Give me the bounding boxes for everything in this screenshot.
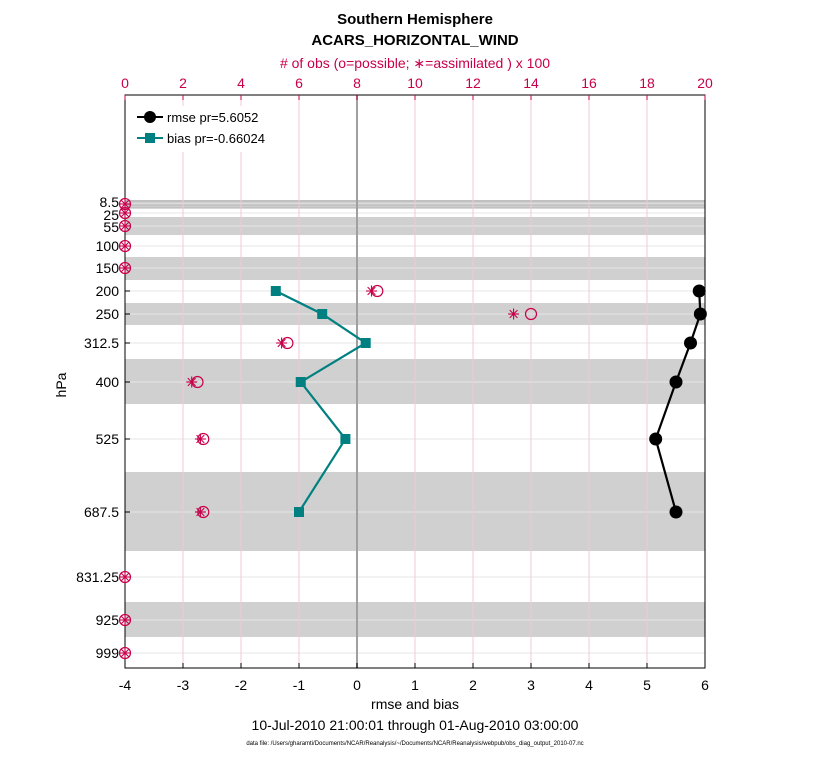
obs-assimilated-marker xyxy=(194,506,206,518)
y-tick-label: 687.5 xyxy=(84,504,119,520)
obs-assimilated-marker xyxy=(119,614,131,626)
bias-point xyxy=(340,434,351,444)
legend: rmse pr=5.6052 bias pr=-0.66024 xyxy=(130,106,290,152)
asterisk-stroke xyxy=(509,309,518,319)
x-tick-label: 3 xyxy=(527,677,535,693)
x-tick-label: 5 xyxy=(643,677,651,693)
asterisk-stroke xyxy=(196,507,205,517)
top-tick-label: 10 xyxy=(407,75,423,91)
legend-rmse-marker xyxy=(144,111,156,123)
y-tick-label: 312.5 xyxy=(84,335,119,351)
asterisk-stroke xyxy=(120,263,130,273)
x-tick-label: 4 xyxy=(585,677,593,693)
x-tick-label: 2 xyxy=(469,677,477,693)
x-tick-label: 6 xyxy=(701,677,709,693)
asterisk-stroke xyxy=(196,434,205,444)
asterisk-stroke xyxy=(120,572,130,582)
chart-title: Southern Hemisphere xyxy=(337,11,493,28)
top-tick-label: 12 xyxy=(465,75,481,91)
data-file-footer: data file: /Users/gharamti/Documents/NCA… xyxy=(246,741,583,747)
rmse-point xyxy=(649,432,663,446)
y-tick-label: 831.25 xyxy=(76,569,119,585)
top-axis-ticks: 0 2 4 6 8 10 12 14 16 18 20 xyxy=(121,75,713,100)
obs-assimilated-marker xyxy=(119,207,131,219)
y-tick-label: 25 xyxy=(103,207,119,223)
top-tick-label: 6 xyxy=(295,75,303,91)
top-tick-label: 8 xyxy=(353,75,361,91)
y-tick-label: 999 xyxy=(96,645,120,661)
asterisk-stroke xyxy=(120,648,130,658)
top-tick-label: 16 xyxy=(581,75,597,91)
asterisk-stroke xyxy=(120,241,130,251)
x-tick-label: -3 xyxy=(177,677,190,693)
obs-assimilated-marker xyxy=(366,285,377,297)
obs-assimilated-marker xyxy=(194,433,206,445)
asterisk-stroke xyxy=(367,286,376,296)
top-tick-label: 2 xyxy=(179,75,187,91)
asterisk-stroke xyxy=(120,208,130,218)
asterisk-stroke xyxy=(120,221,130,231)
bias-line xyxy=(275,290,368,513)
obs-assimilated-marker xyxy=(119,262,131,274)
y-tick-label: 525 xyxy=(96,431,120,447)
y-tick-label: 100 xyxy=(96,238,120,254)
series-lines xyxy=(270,284,707,519)
obs-assimilated-marker xyxy=(508,308,520,320)
x-axis-label: rmse and bias xyxy=(371,696,459,712)
rmse-point xyxy=(692,284,706,298)
bias-point xyxy=(360,338,371,348)
legend-bias-marker xyxy=(145,133,155,143)
date-range: 10-Jul-2010 21:00:01 through 01-Aug-2010… xyxy=(252,717,579,733)
obs-count-markers xyxy=(118,197,538,660)
asterisk-stroke xyxy=(120,199,130,209)
top-tick-label: 20 xyxy=(697,75,713,91)
top-tick-label: 4 xyxy=(237,75,245,91)
y-axis-label: hPa xyxy=(53,372,69,397)
y-tick-label: 400 xyxy=(96,374,120,390)
obs-assimilated-marker xyxy=(119,647,131,659)
y-tick-label: 150 xyxy=(96,260,120,276)
rmse-point xyxy=(693,307,707,321)
y-tick-label: 8.5 xyxy=(100,194,120,210)
y-tick-label: 250 xyxy=(96,306,120,322)
top-tick-label: 14 xyxy=(523,75,539,91)
asterisk-stroke xyxy=(120,615,130,625)
legend-box xyxy=(130,106,290,152)
asterisk-stroke xyxy=(187,377,196,387)
y-tick-label: 200 xyxy=(96,283,120,299)
obs-assimilated-marker xyxy=(276,337,288,349)
obs-possible-marker xyxy=(524,307,538,321)
rmse-point xyxy=(684,336,697,350)
top-tick-label: 0 xyxy=(121,75,129,91)
rmse-point xyxy=(669,375,683,389)
bottom-axis-ticks: -4 -3 -2 -1 0 1 2 3 4 5 6 xyxy=(119,663,709,693)
x-tick-label: 0 xyxy=(353,677,361,693)
chart-subtitle: ACARS_HORIZONTAL_WIND xyxy=(311,32,518,49)
x-tick-label: -1 xyxy=(293,677,306,693)
legend-rmse-label: rmse pr=5.6052 xyxy=(167,110,258,125)
asterisk-stroke xyxy=(277,338,286,348)
top-axis-label: # of obs (o=possible; ∗=assimilated ) x … xyxy=(280,55,550,71)
bias-point xyxy=(317,309,328,319)
legend-bias-label: bias pr=-0.66024 xyxy=(167,131,265,146)
obs-assimilated-marker xyxy=(186,376,198,388)
obs-assimilated-marker xyxy=(119,240,131,252)
obs-assimilated-marker xyxy=(119,571,131,583)
bias-point xyxy=(295,377,306,387)
x-tick-label: -2 xyxy=(235,677,248,693)
x-tick-label: -4 xyxy=(119,677,132,693)
obs-assimilated-marker xyxy=(119,198,131,210)
rmse-point xyxy=(669,505,683,519)
y-tick-label: 55 xyxy=(103,219,119,235)
x-tick-label: 1 xyxy=(411,677,419,693)
bias-point xyxy=(294,507,304,517)
y-tick-label: 925 xyxy=(96,612,120,628)
obs-assimilated-marker xyxy=(119,220,131,232)
top-tick-label: 18 xyxy=(639,75,655,91)
bias-point xyxy=(270,286,281,296)
